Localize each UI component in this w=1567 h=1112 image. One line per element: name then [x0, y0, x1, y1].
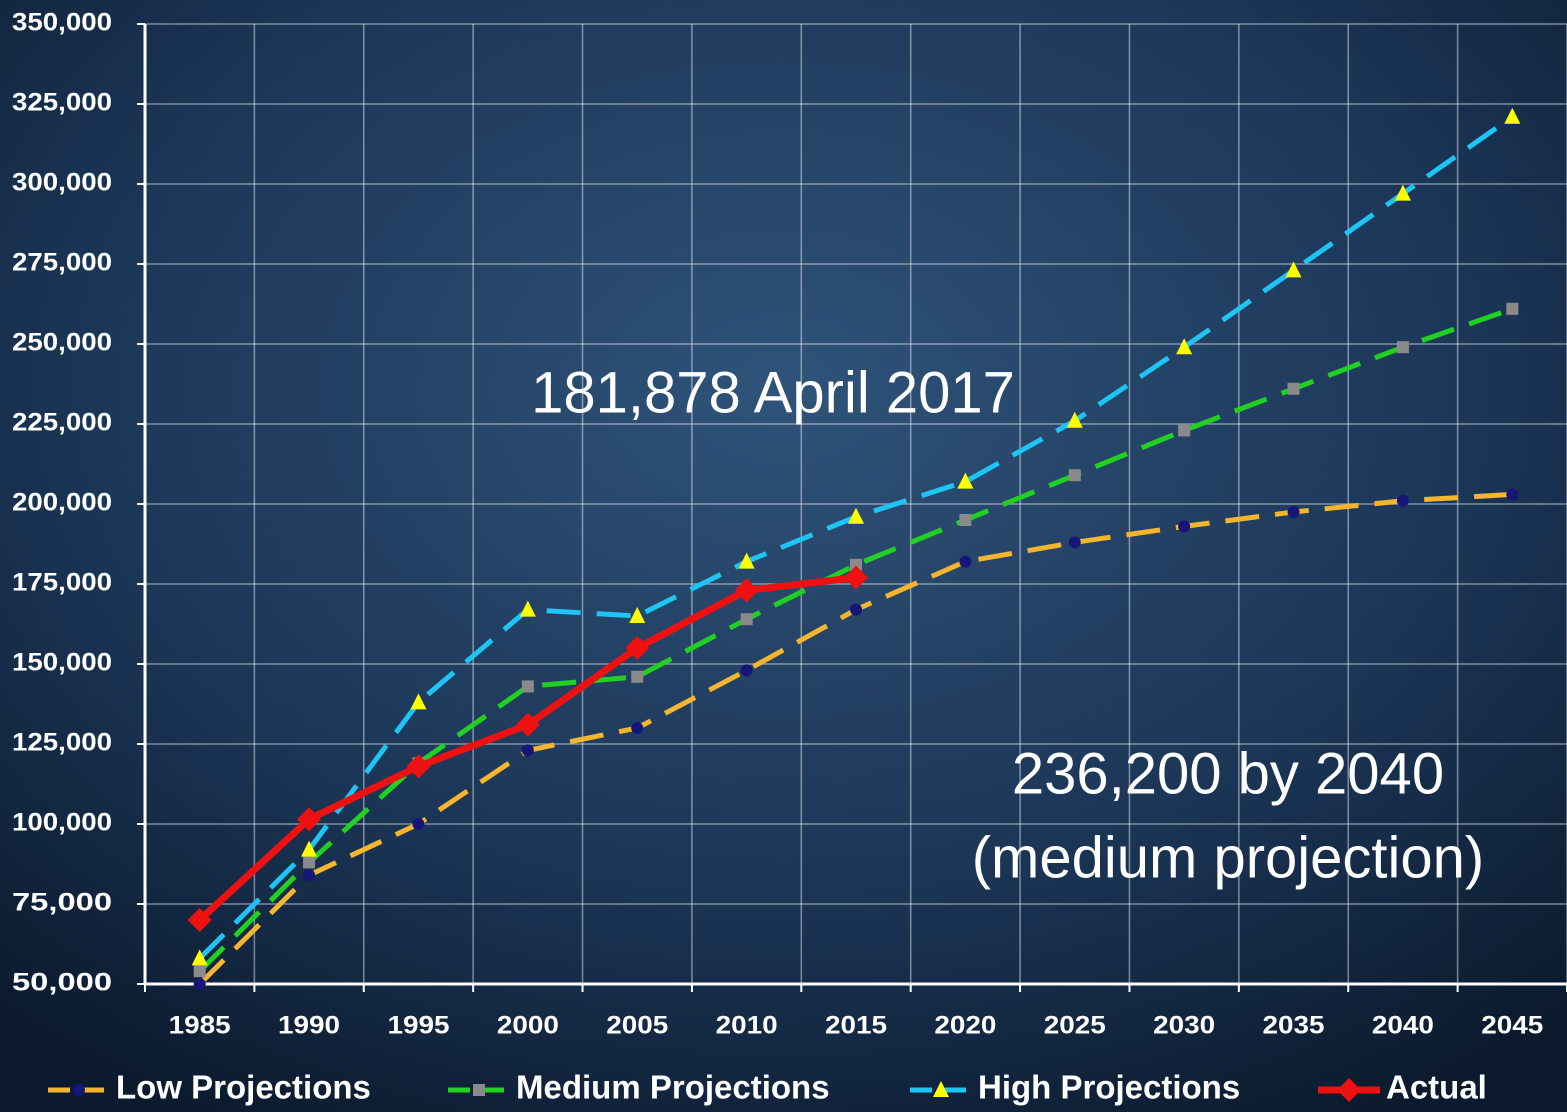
marker — [187, 908, 212, 932]
marker — [473, 1084, 485, 1096]
marker — [738, 552, 755, 569]
y-tick-label: 200,000 — [12, 489, 112, 517]
marker — [406, 754, 431, 779]
legend-item: Actual — [1318, 1069, 1487, 1106]
marker — [957, 472, 974, 489]
x-tick-label: 2035 — [1263, 1012, 1325, 1040]
x-tick-label: 2045 — [1481, 1012, 1543, 1040]
series — [187, 565, 868, 932]
annotation: 181,878 April 2017 — [531, 360, 1015, 425]
series — [193, 488, 1519, 990]
y-tick-label: 325,000 — [12, 89, 112, 117]
y-tick-label: 175,000 — [12, 569, 112, 597]
marker — [297, 807, 322, 832]
marker — [933, 1081, 949, 1097]
marker — [515, 712, 540, 737]
y-tick-label: 225,000 — [12, 409, 112, 437]
marker — [1285, 261, 1302, 278]
y-tick-label: 100,000 — [12, 809, 112, 837]
marker — [1178, 520, 1191, 533]
y-tick-label: 300,000 — [12, 169, 112, 197]
x-tick-label: 2010 — [716, 1012, 778, 1040]
marker — [1504, 107, 1521, 124]
marker — [1506, 488, 1519, 501]
y-tick-label: 350,000 — [12, 9, 112, 37]
marker — [193, 978, 206, 990]
marker — [1506, 302, 1519, 315]
marker — [734, 578, 759, 603]
x-tick-label: 1995 — [387, 1012, 449, 1040]
marker — [521, 744, 534, 757]
y-tick-label: 275,000 — [12, 249, 112, 277]
marker — [519, 600, 536, 617]
marker — [303, 856, 316, 869]
marker — [850, 603, 862, 616]
marker — [1396, 341, 1409, 354]
marker — [193, 965, 206, 978]
x-tick-label: 2000 — [497, 1012, 559, 1040]
marker — [1068, 536, 1081, 549]
legend-item: High Projections — [910, 1069, 1240, 1106]
marker — [844, 565, 868, 590]
legend-label: High Projections — [978, 1069, 1240, 1106]
marker — [1287, 382, 1300, 395]
y-tick-label: 250,000 — [12, 329, 112, 357]
marker — [740, 664, 753, 677]
annotation: 236,200 by 2040 — [1012, 741, 1444, 806]
marker — [301, 840, 318, 857]
y-tick-label: 50,000 — [12, 969, 112, 997]
marker — [1068, 469, 1081, 482]
legend-label: Actual — [1386, 1069, 1487, 1106]
x-tick-label: 1985 — [169, 1012, 231, 1040]
marker — [850, 558, 862, 571]
legend-item: Medium Projections — [448, 1069, 830, 1106]
marker — [848, 507, 864, 524]
y-tick-label: 75,000 — [12, 889, 112, 917]
annotation: (medium projection) — [972, 825, 1485, 890]
marker — [1396, 494, 1409, 507]
marker — [410, 693, 427, 710]
marker — [625, 636, 650, 660]
marker — [631, 670, 644, 683]
marker — [1176, 338, 1193, 355]
x-tick-label: 2005 — [606, 1012, 668, 1040]
marker — [629, 607, 646, 623]
x-tick-label: 2020 — [934, 1012, 996, 1040]
y-tick-label: 125,000 — [12, 729, 112, 757]
marker — [1066, 411, 1083, 428]
marker — [303, 869, 316, 882]
marker — [412, 818, 425, 830]
x-tick-label: 2030 — [1153, 1012, 1215, 1040]
marker — [631, 722, 644, 734]
x-tick-label: 1990 — [278, 1012, 340, 1040]
marker — [740, 613, 753, 626]
legend-item: Low Projections — [48, 1069, 371, 1106]
series — [191, 107, 1521, 966]
marker — [191, 949, 208, 966]
marker — [1287, 506, 1300, 518]
marker — [1394, 184, 1411, 201]
marker — [73, 1084, 85, 1096]
x-tick-label: 2040 — [1372, 1012, 1434, 1040]
marker — [959, 555, 972, 568]
x-tick-label: 2015 — [825, 1012, 887, 1040]
marker — [1337, 1078, 1361, 1102]
x-tick-label: 2025 — [1044, 1012, 1106, 1040]
marker — [959, 514, 972, 526]
marker — [1178, 424, 1191, 437]
legend-label: Low Projections — [116, 1069, 371, 1106]
marker — [521, 680, 534, 693]
legend-label: Medium Projections — [516, 1069, 830, 1106]
y-tick-label: 150,000 — [12, 649, 112, 677]
